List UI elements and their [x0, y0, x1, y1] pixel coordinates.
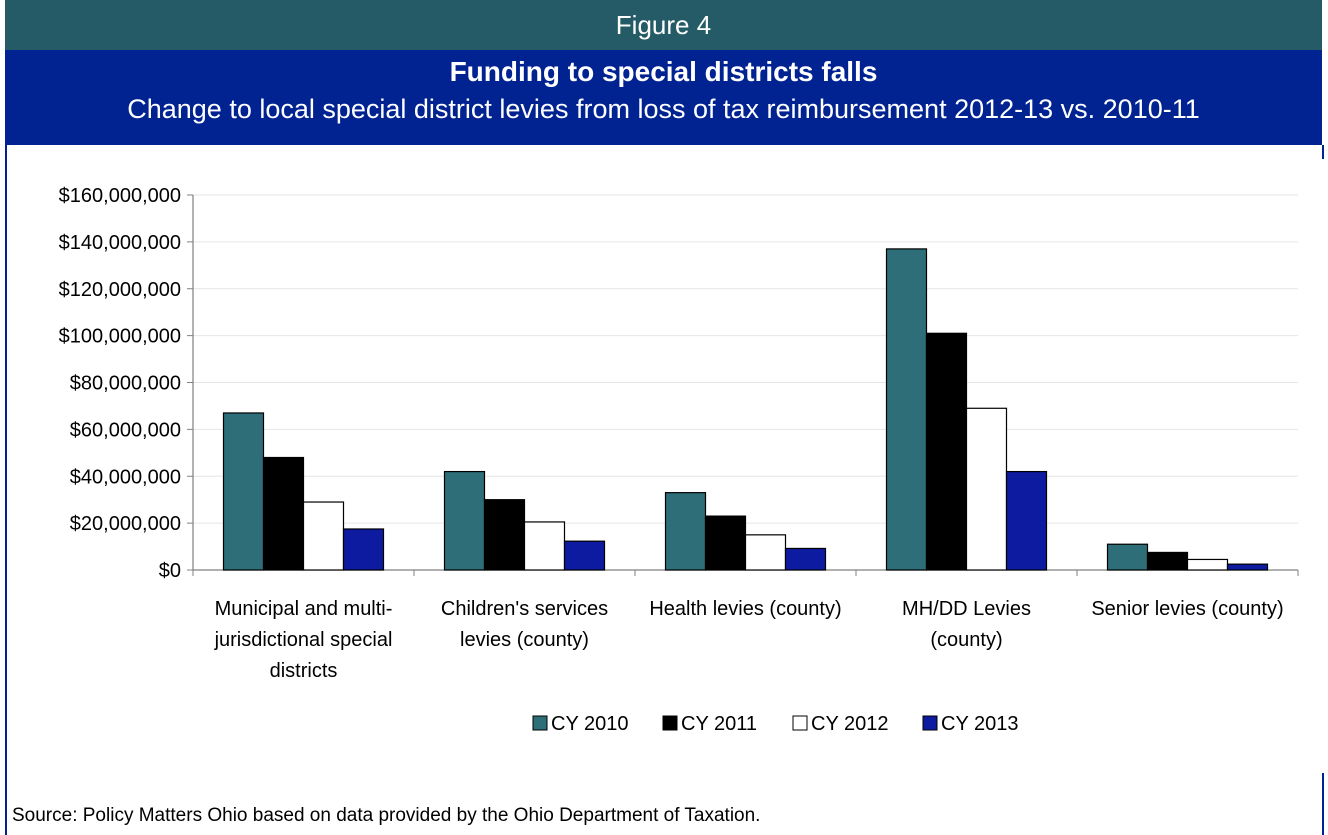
frame-border-right-bottom — [1322, 773, 1324, 835]
y-tick-label: $60,000,000 — [70, 419, 181, 441]
bar — [563, 540, 606, 571]
bar — [664, 492, 707, 571]
bar — [784, 547, 827, 571]
y-tick-label: $80,000,000 — [70, 373, 181, 395]
legend-swatch — [662, 715, 678, 731]
bar — [744, 534, 787, 571]
bar — [704, 515, 747, 571]
y-tick-label: $0 — [159, 560, 181, 582]
source-note: Source: Policy Matters Ohio based on dat… — [12, 805, 761, 826]
x-category-label: Senior levies (county) — [1091, 598, 1283, 620]
bar — [342, 528, 385, 571]
bar — [925, 332, 968, 571]
y-tick-label: $40,000,000 — [70, 466, 181, 488]
x-category-label: Health levies (county) — [649, 598, 841, 620]
bar — [1226, 563, 1269, 571]
x-category-label: jurisdictional special — [214, 629, 393, 651]
x-category-label: MH/DD Levies — [902, 598, 1031, 620]
y-tick-label: $20,000,000 — [70, 513, 181, 535]
legend-label: CY 2012 — [811, 713, 888, 735]
figure-label: Figure 4 — [5, 0, 1322, 50]
frame-border-left — [5, 145, 7, 835]
x-category-label: (county) — [930, 629, 1002, 651]
x-category-label: levies (county) — [460, 629, 589, 651]
bar — [1005, 470, 1048, 571]
legend-swatch — [792, 715, 808, 731]
bar — [1186, 558, 1229, 571]
x-category-label: districts — [270, 660, 338, 682]
bar — [443, 470, 486, 571]
bar — [885, 248, 928, 571]
bar — [965, 407, 1008, 571]
bar — [483, 499, 526, 571]
y-tick-label: $160,000,000 — [59, 185, 181, 207]
x-category-label: Children's services — [441, 598, 608, 620]
y-tick-label: $140,000,000 — [59, 232, 181, 254]
chart-title: Funding to special districts falls — [449, 56, 878, 87]
legend-swatch — [532, 715, 548, 731]
y-tick-label: $120,000,000 — [59, 279, 181, 301]
legend-label: CY 2011 — [681, 713, 757, 735]
bar — [523, 521, 566, 571]
title-band: Funding to special districts falls Chang… — [5, 50, 1322, 145]
x-category-label: Municipal and multi- — [215, 598, 393, 620]
legend-label: CY 2010 — [551, 713, 628, 735]
bar — [1106, 543, 1149, 571]
y-tick-label: $100,000,000 — [59, 326, 181, 348]
chart-subtitle: Change to local special district levies … — [127, 94, 1200, 124]
legend-swatch — [922, 715, 938, 731]
bar — [1146, 551, 1189, 571]
bar — [302, 501, 345, 571]
bar — [262, 456, 305, 571]
legend-label: CY 2013 — [941, 713, 1018, 735]
frame-border-right-top — [1322, 145, 1324, 159]
bar — [222, 412, 265, 571]
